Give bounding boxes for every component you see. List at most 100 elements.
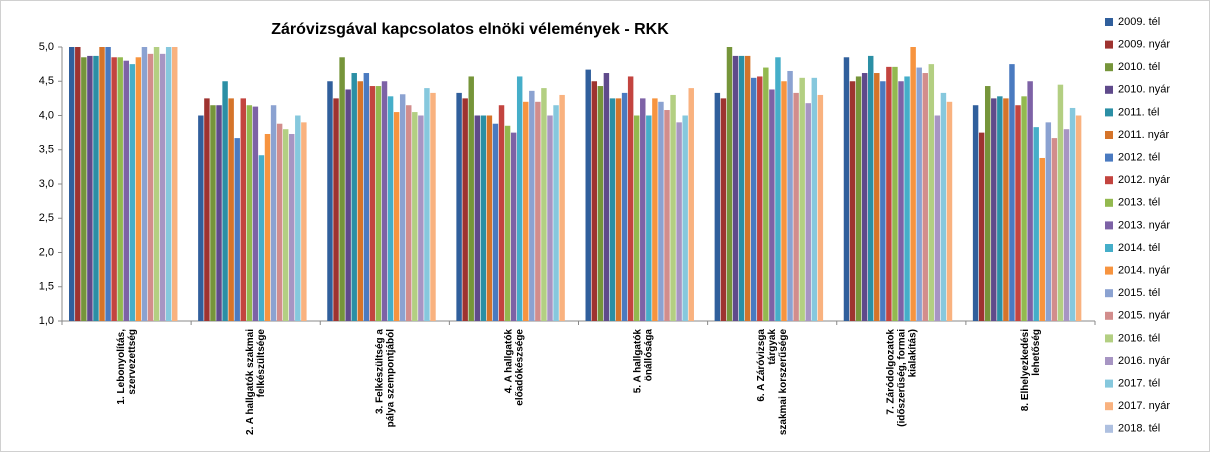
y-tick-label: 1,5 bbox=[39, 281, 54, 293]
bar bbox=[81, 57, 87, 322]
bar bbox=[793, 92, 799, 322]
bar bbox=[874, 73, 880, 321]
bar bbox=[393, 112, 400, 321]
bar bbox=[547, 115, 553, 321]
x-tick-label: 3. Felkészültség apálya szempontjából bbox=[374, 329, 396, 428]
bar bbox=[787, 70, 793, 321]
legend-swatch bbox=[1105, 379, 1113, 388]
bar bbox=[688, 88, 694, 321]
bar bbox=[658, 101, 664, 321]
legend-swatch bbox=[1105, 63, 1113, 72]
bar bbox=[726, 47, 733, 321]
legend-swatch bbox=[1105, 40, 1113, 49]
legend-label: 2010. tél bbox=[1118, 61, 1160, 73]
bar bbox=[609, 98, 616, 321]
legend-swatch bbox=[1105, 131, 1113, 139]
legend-label: 2009. tél bbox=[1118, 16, 1160, 28]
bar bbox=[714, 92, 721, 322]
bar bbox=[597, 86, 604, 321]
bar bbox=[880, 81, 886, 321]
legend-swatch bbox=[1105, 221, 1113, 230]
bar bbox=[603, 73, 610, 321]
bar bbox=[270, 105, 277, 321]
y-tick-label: 3,0 bbox=[39, 178, 54, 190]
x-tick-label: 7. Záródolgozatok(időszerűség, formaikia… bbox=[885, 329, 918, 427]
bar bbox=[972, 105, 979, 321]
legend-label: 2014. tél bbox=[1118, 242, 1160, 254]
legend-swatch bbox=[1105, 334, 1113, 343]
bar bbox=[991, 98, 997, 321]
bar bbox=[1063, 129, 1070, 321]
bar bbox=[424, 88, 430, 321]
bar bbox=[1045, 122, 1052, 321]
bar bbox=[468, 76, 474, 321]
legend-label: 2012. tél bbox=[1118, 152, 1160, 164]
legend-swatch bbox=[1105, 289, 1113, 298]
bar bbox=[216, 105, 222, 321]
legend-label: 2015. nyár bbox=[1118, 310, 1170, 322]
bar bbox=[234, 138, 240, 321]
bar bbox=[246, 105, 253, 321]
bar bbox=[867, 55, 874, 321]
bar bbox=[228, 98, 234, 321]
legend-label: 2016. tél bbox=[1118, 332, 1160, 344]
bar bbox=[153, 47, 160, 321]
bar bbox=[1021, 96, 1027, 321]
legend-label: 2016. nyár bbox=[1118, 355, 1170, 367]
bar bbox=[123, 60, 129, 321]
bar bbox=[946, 101, 953, 321]
bar bbox=[855, 76, 862, 321]
bar bbox=[387, 96, 394, 321]
bar bbox=[75, 47, 81, 321]
bar bbox=[744, 55, 751, 321]
bar bbox=[811, 77, 818, 321]
legend-label: 2017. nyár bbox=[1118, 400, 1170, 412]
bar bbox=[922, 73, 928, 321]
bar bbox=[621, 92, 628, 322]
x-tick-label: 8. Elhelyezkedésilehetőség bbox=[1020, 329, 1042, 411]
legend-swatch bbox=[1105, 198, 1113, 207]
legend-swatch bbox=[1105, 176, 1113, 185]
bar bbox=[861, 73, 868, 321]
bar bbox=[105, 47, 111, 321]
bar bbox=[664, 110, 670, 322]
legend-label: 2018. tél bbox=[1118, 423, 1160, 435]
bar bbox=[591, 81, 598, 321]
bar bbox=[1027, 81, 1033, 321]
bar bbox=[1039, 157, 1045, 321]
x-tick-label: 1. Lebonyolítás,szervezettség bbox=[116, 329, 138, 405]
bar bbox=[769, 89, 775, 321]
bar bbox=[406, 105, 412, 321]
bar bbox=[480, 115, 487, 321]
bar bbox=[757, 76, 763, 321]
bar bbox=[916, 67, 922, 321]
bar bbox=[252, 106, 259, 321]
bar bbox=[898, 81, 904, 321]
bar bbox=[99, 47, 105, 321]
bar bbox=[934, 115, 941, 321]
x-tick-label: 5. A hallgatókönállósága bbox=[632, 329, 654, 394]
bar bbox=[147, 53, 154, 321]
bar bbox=[240, 98, 246, 321]
bar bbox=[805, 103, 811, 321]
bar bbox=[670, 94, 676, 321]
bar bbox=[204, 98, 210, 321]
bar bbox=[504, 125, 511, 322]
bar bbox=[682, 115, 688, 321]
bar bbox=[375, 86, 382, 321]
bar bbox=[843, 57, 850, 322]
bar bbox=[159, 53, 166, 321]
x-tick-label: 6. A Záróvizsgatárgyakszakmai korszerűsé… bbox=[756, 329, 789, 436]
legend-label: 2011. nyár bbox=[1118, 129, 1170, 141]
y-tick-label: 2,0 bbox=[39, 246, 54, 258]
bar bbox=[333, 98, 339, 321]
legend-swatch bbox=[1105, 357, 1113, 365]
bar bbox=[615, 98, 622, 321]
bar bbox=[486, 115, 493, 321]
bar bbox=[1069, 107, 1076, 321]
bar bbox=[430, 92, 436, 322]
legend-swatch bbox=[1105, 266, 1113, 275]
bar bbox=[363, 73, 370, 321]
bar bbox=[129, 64, 136, 321]
legend-swatch bbox=[1105, 424, 1113, 433]
